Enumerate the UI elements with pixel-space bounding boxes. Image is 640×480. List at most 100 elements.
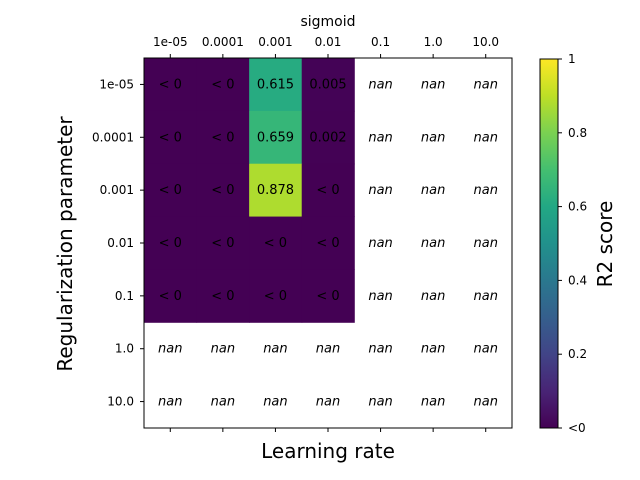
cell-label: 0.659 [257,130,294,145]
cell-label: nan [368,236,392,251]
colorbar-gradient [539,58,559,429]
y-tick-label: 0.1 [115,289,134,303]
cell-label: nan [368,342,392,357]
y-tick-label: 0.01 [107,236,134,250]
cell-label: nan [316,395,340,410]
cell-label: nan [421,77,445,92]
colorbar-tick-label: 1 [568,52,576,66]
cell-label: nan [368,395,392,410]
heatmap-cell [301,58,355,112]
colorbar-tick-label: 0.6 [568,200,587,214]
y-tick-label: 0.0001 [92,130,134,144]
cell-label: nan [263,342,287,357]
cell-label: nan [421,183,445,198]
cell-label: < 0 [316,183,339,198]
colorbar-ticks: <0 0.2 0.4 0.6 0.8 1 [558,52,587,435]
heatmap-cell [196,58,250,112]
cell-label: < 0 [211,183,234,198]
y-tick-label: 1e-05 [99,77,134,91]
cell-label: nan [473,342,497,357]
heatmap-cell [301,110,355,165]
cell-label: 0.002 [309,130,346,145]
cell-label: nan [368,130,392,145]
x-axis-label: Learning rate [261,439,395,463]
cell-label: 0.878 [257,183,294,198]
cell-label: nan [421,289,445,304]
cell-label: < 0 [159,289,182,304]
y-axis-ticks: 1e-05 0.0001 0.001 0.01 0.1 1.0 10.0 [92,77,144,409]
chart-title: sigmoid [300,14,355,30]
x-tick-label: 0.001 [258,35,292,49]
heatmap-cell [144,269,198,323]
cell-label: nan [421,130,445,145]
heatmap-cell [196,216,250,270]
x-tick-label: 0.01 [315,35,342,49]
colorbar-label: R2 score [593,201,617,288]
cell-label: nan [473,395,497,410]
cell-label: < 0 [159,183,182,198]
cell-label: nan [368,183,392,198]
cell-label: < 0 [264,289,287,304]
cell-label: nan [263,395,287,410]
cell-label: nan [158,395,182,410]
x-tick-label: 1.0 [424,35,443,49]
heatmap-cell [144,58,198,112]
y-tick-label: 10.0 [107,395,134,409]
cell-label: < 0 [264,236,287,251]
heatmap-cell [196,269,250,323]
x-tick-label: 10.0 [472,35,499,49]
cell-label: nan [473,183,497,198]
x-tick-label: 0.1 [371,35,390,49]
x-tick-label: 0.0001 [202,35,244,49]
heatmap-cell [196,163,250,218]
cell-label: nan [421,342,445,357]
heatmap-cell [144,163,198,218]
x-tick-label: 1e-05 [153,35,188,49]
cell-label: nan [158,342,182,357]
heatmap-cell [249,216,303,270]
cell-label: 0.615 [257,77,294,92]
x-axis-ticks: 1e-05 0.0001 0.001 0.01 0.1 1.0 10.0 [153,35,499,432]
cell-label: nan [421,236,445,251]
heatmap-cell [301,216,355,270]
cell-label: < 0 [211,289,234,304]
y-tick-label: 1.0 [115,342,134,356]
cell-label: < 0 [211,130,234,145]
cell-label: < 0 [316,236,339,251]
heatmap-cell [144,110,198,165]
y-tick-label: 0.001 [100,183,134,197]
colorbar-tick-label: 0.8 [568,126,587,140]
heatmap-cell-labels: < 0 < 0 0.615 0.005 nan nan nan < 0 < 0 0.659 0.00… [158,77,498,409]
cell-label: nan [368,77,392,92]
heatmap-cell [301,269,355,323]
heatmap-cells [144,58,355,323]
cell-label: < 0 [159,130,182,145]
cell-label: < 0 [211,77,234,92]
cell-label: nan [473,77,497,92]
cell-label: < 0 [159,77,182,92]
cell-label: < 0 [159,236,182,251]
cell-label: nan [368,289,392,304]
cell-label: nan [211,395,235,410]
heatmap-cell [249,110,303,165]
cell-label: nan [473,236,497,251]
heatmap-cell [249,269,303,323]
colorbar-tick-label: 0.2 [568,347,587,361]
cell-label: nan [473,289,497,304]
cell-label: < 0 [316,289,339,304]
cell-label: nan [211,342,235,357]
heatmap-cell [144,216,198,270]
heatmap-cell [301,163,355,218]
colorbar-tick-label: 0.4 [568,273,587,287]
cell-label: nan [316,342,340,357]
cell-label: nan [421,395,445,410]
cell-label: nan [473,130,497,145]
y-axis-label: Regularization parameter [53,116,77,372]
cell-label: 0.005 [309,77,346,92]
colorbar-tick-label: <0 [568,421,586,435]
heatmap-cell [249,58,303,112]
heatmap-cell [249,163,303,218]
cell-label: < 0 [211,236,234,251]
heatmap-cell [196,110,250,165]
